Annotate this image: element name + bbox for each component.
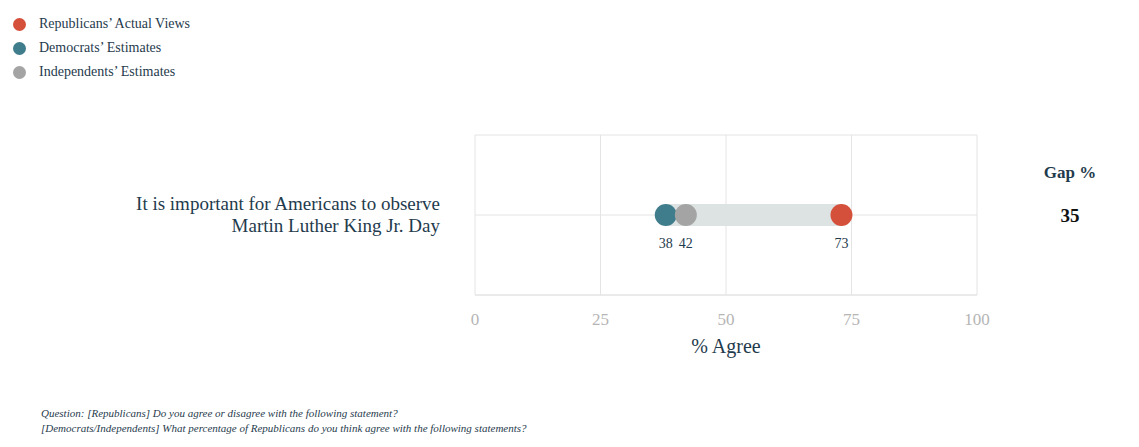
html-text:Gap %: Gap %	[1043, 163, 1097, 182]
html-text:Republicans’ Actual Views: Republicans’ Actual Views	[39, 16, 191, 31]
html-text:Independents’ Estimates: Independents’ Estimates	[39, 64, 176, 79]
svg-text:42: 42	[679, 236, 693, 251]
svg-text:25: 25	[592, 310, 609, 329]
svg-text:% Agree: % Agree	[691, 335, 761, 358]
svg-text:35: 35	[1061, 205, 1080, 226]
svg-text:75: 75	[843, 310, 860, 329]
svg-text:It is important for Americans: It is important for Americans to observe…	[136, 193, 440, 236]
html-text:Question: [Republicans] Do you: Question: [Republicans] Do you agree or …	[41, 407, 398, 419]
svg-text:50: 50	[718, 310, 735, 329]
html-text:[Democrats/Independents] What: [Democrats/Independents] What percentage…	[41, 422, 527, 434]
html-text:Democrats’ Estimates: Democrats’ Estimates	[39, 40, 162, 55]
svg-text:73: 73	[834, 236, 848, 251]
svg-text:38: 38	[659, 236, 673, 251]
svg-text:100: 100	[964, 310, 990, 329]
svg-text:0: 0	[471, 310, 480, 329]
